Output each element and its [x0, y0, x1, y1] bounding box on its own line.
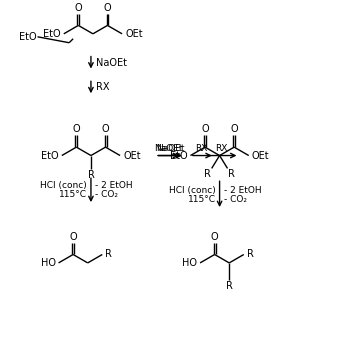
Text: R: R	[226, 280, 232, 291]
Text: EtO: EtO	[19, 32, 36, 42]
Text: HO: HO	[40, 258, 56, 268]
Text: OEt: OEt	[125, 29, 143, 39]
Text: HO: HO	[182, 258, 197, 268]
Text: RX: RX	[216, 144, 228, 153]
Text: R: R	[87, 170, 94, 180]
Text: NaOEt: NaOEt	[154, 144, 182, 153]
Text: R: R	[105, 250, 112, 259]
Text: O: O	[74, 3, 82, 13]
Text: EtO: EtO	[170, 151, 187, 160]
Text: R: R	[247, 250, 254, 259]
Text: EtO: EtO	[41, 151, 59, 160]
Text: NaOEt: NaOEt	[156, 144, 184, 153]
Text: R: R	[204, 169, 211, 179]
Text: - CO₂: - CO₂	[95, 190, 118, 199]
Text: O: O	[211, 232, 218, 242]
Text: 115°C: 115°C	[59, 190, 87, 199]
Text: OEt: OEt	[252, 151, 269, 160]
Text: NaOEt: NaOEt	[96, 57, 127, 68]
Text: RX: RX	[196, 144, 208, 153]
Text: HCl (conc): HCl (conc)	[169, 186, 216, 195]
Text: 115°C: 115°C	[188, 194, 216, 204]
Text: - 2 EtOH: - 2 EtOH	[223, 186, 261, 195]
Text: - 2 EtOH: - 2 EtOH	[95, 181, 132, 190]
Text: O: O	[230, 124, 238, 134]
Text: EtO: EtO	[43, 29, 61, 39]
Text: OEt: OEt	[123, 151, 141, 160]
Text: R: R	[228, 169, 235, 179]
Text: O: O	[201, 124, 209, 134]
Text: RX: RX	[96, 82, 109, 92]
Text: O: O	[104, 3, 111, 13]
Text: HCl (conc): HCl (conc)	[40, 181, 87, 190]
Text: O: O	[102, 124, 109, 134]
Text: O: O	[73, 124, 80, 134]
Text: O: O	[69, 232, 77, 242]
Text: - CO₂: - CO₂	[223, 194, 247, 204]
